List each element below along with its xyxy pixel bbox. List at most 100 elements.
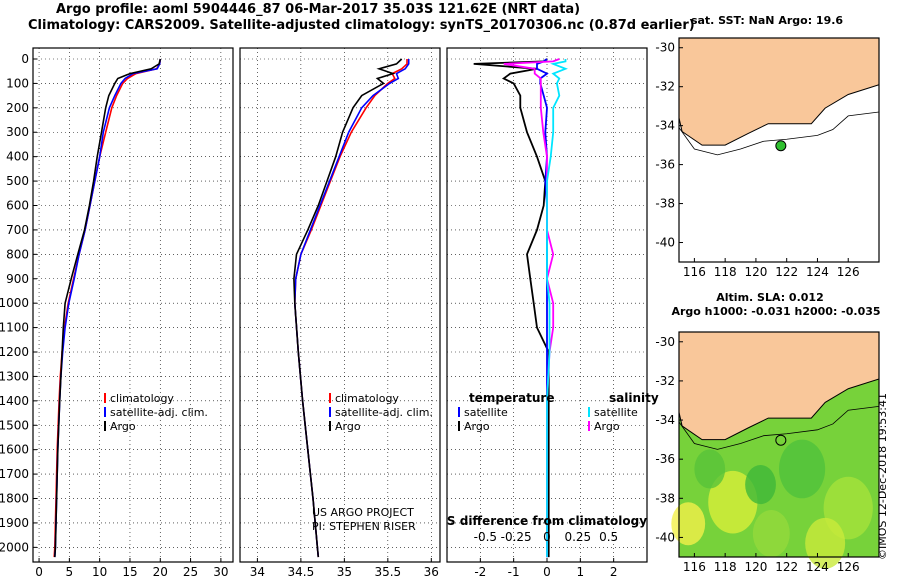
diff-xtick-label: 1 [577, 565, 585, 579]
diff-xtick-label: 2 [610, 565, 618, 579]
sst-map-lon-label: 118 [714, 265, 737, 279]
altim-map-lat-label: -30 [655, 335, 675, 349]
depth-tick-label: 400 [6, 150, 29, 164]
temp-xtick-label: 10 [92, 565, 107, 579]
altim-map-sla-blob [708, 470, 758, 534]
altim-map-lat-label: -40 [655, 530, 675, 544]
sst-map-float-marker [775, 140, 787, 152]
temp-series-Argo [54, 58, 162, 558]
altim-map-sla-blob [745, 465, 776, 505]
depth-tick-label: 2000 [0, 540, 29, 554]
diff-series-SArgo [503, 58, 560, 558]
diff-s-tick-label: 0 [543, 530, 551, 544]
diff-s-tick-label: 0.5 [599, 530, 618, 544]
diff-xtick-label: -2 [474, 565, 486, 579]
sst-map-lat-label: -34 [655, 119, 675, 133]
altim-map-lat-label: -38 [655, 491, 675, 505]
altim-map-frame [678, 331, 880, 558]
altim-map-lon-label: 118 [714, 560, 737, 574]
altim-map-land [678, 331, 880, 441]
sst-map-land [678, 37, 880, 146]
sal-xtick-label: 35.5 [374, 565, 401, 579]
depth-tick-label: 500 [6, 174, 29, 188]
diff-s-tick-label: -0.5 [474, 530, 497, 544]
depth-tick-label: 1600 [0, 443, 29, 457]
sst-map-lat-label: -40 [655, 236, 675, 250]
depth-tick-label: 700 [6, 223, 29, 237]
depth-tick-label: 1400 [0, 394, 29, 408]
temp-xtick-label: 15 [122, 565, 137, 579]
diff-series-Ssatellite [546, 59, 568, 558]
depth-tick-label: 1100 [0, 321, 29, 335]
sst-map-lat-label: -30 [655, 41, 675, 55]
sal-frame [239, 47, 441, 563]
depth-tick-label: 100 [6, 76, 29, 90]
diff-series-TArgo [473, 58, 550, 558]
altim-map-lon-label: 120 [744, 560, 767, 574]
diff-x2label: S difference from climatology [447, 514, 647, 528]
temp-xtick-label: 25 [183, 565, 198, 579]
altim-map-sla-blob [779, 439, 826, 499]
temp-frame [32, 47, 234, 563]
altim-map-float-marker [775, 434, 787, 446]
diff-legend-right-label: satellite [594, 406, 638, 419]
diff-legend-right-heading: salinity [609, 391, 659, 405]
altim-map-lon-label: 124 [806, 560, 829, 574]
depth-tick-label: 1900 [0, 516, 29, 530]
title-line2: Climatology: CARS2009. Satellite-adjuste… [28, 18, 695, 33]
altim-map-sla-blob [671, 502, 706, 546]
altim-map-sla-blob [752, 510, 790, 557]
depth-tick-label: 200 [6, 101, 29, 115]
altim-map-lat-label: -32 [655, 374, 675, 388]
sal-legend-label: satellite-adj. clim. [335, 406, 433, 419]
sst-map-lat-label: -32 [655, 80, 675, 94]
title-line1: Argo profile: aoml 5904446_87 06-Mar-201… [56, 2, 581, 17]
diff-xtick-label: 0 [543, 565, 551, 579]
sal-xtick-label: 36 [424, 565, 439, 579]
depth-tick-label: 1500 [0, 418, 29, 432]
diff-series-Tsatellite [536, 58, 549, 558]
altim-map-sla-blob [805, 517, 846, 569]
depth-tick-label: 1700 [0, 467, 29, 481]
depth-tick-label: 1000 [0, 296, 29, 310]
depth-tick-label: 900 [6, 272, 29, 286]
depth-tick-label: 800 [6, 247, 29, 261]
temp-legend-label: climatology [110, 392, 174, 405]
altim-map-sla-blob [694, 449, 726, 489]
diff-legend-left-label: satellite [464, 406, 508, 419]
temp-series-satelliteadjclim [54, 58, 162, 558]
sst-map-lon-label: 116 [683, 265, 706, 279]
altim-map-lon-label: 122 [775, 560, 798, 574]
altim-map-lat-label: -34 [655, 413, 675, 427]
altim-map-lat-label: -36 [655, 452, 675, 466]
sal-annotation-pi: PI: STEPHEN RISER [312, 520, 416, 533]
temp-xtick-label: 0 [35, 565, 43, 579]
temp-xtick-label: 30 [213, 565, 228, 579]
diff-s-tick-label: -0.25 [501, 530, 532, 544]
altim-map-title2: Argo h1000: -0.031 h2000: -0.035 [671, 305, 880, 318]
sst-map-lat-label: -36 [655, 158, 675, 172]
sst-map-isobath [678, 111, 880, 156]
sal-xtick-label: 34 [250, 565, 265, 579]
diff-legend-right-label: Argo [594, 420, 620, 433]
altim-map-lon-label: 116 [683, 560, 706, 574]
sst-map-lon-label: 124 [806, 265, 829, 279]
sal-xtick-label: 35 [337, 565, 352, 579]
sal-legend-label: Argo [335, 420, 361, 433]
temp-xtick-label: 20 [153, 565, 168, 579]
diff-legend-left-heading: temperature [469, 391, 554, 405]
sst-map-title: sat. SST: NaN Argo: 19.6 [691, 14, 843, 27]
sal-xtick-label: 34.5 [288, 565, 315, 579]
temp-series-climatology [53, 58, 162, 558]
depth-tick-label: 0 [21, 52, 29, 66]
depth-tick-label: 300 [6, 125, 29, 139]
sal-series-Argo [293, 58, 403, 558]
altim-map-isobath [678, 405, 880, 450]
sal-annotation-project: US ARGO PROJECT [312, 506, 414, 519]
altim-map-title1: Altim. SLA: 0.012 [716, 291, 823, 304]
diff-xtick-label: -1 [508, 565, 520, 579]
sst-map-lon-label: 126 [837, 265, 860, 279]
sst-map-lat-label: -38 [655, 197, 675, 211]
depth-tick-label: 1300 [0, 369, 29, 383]
